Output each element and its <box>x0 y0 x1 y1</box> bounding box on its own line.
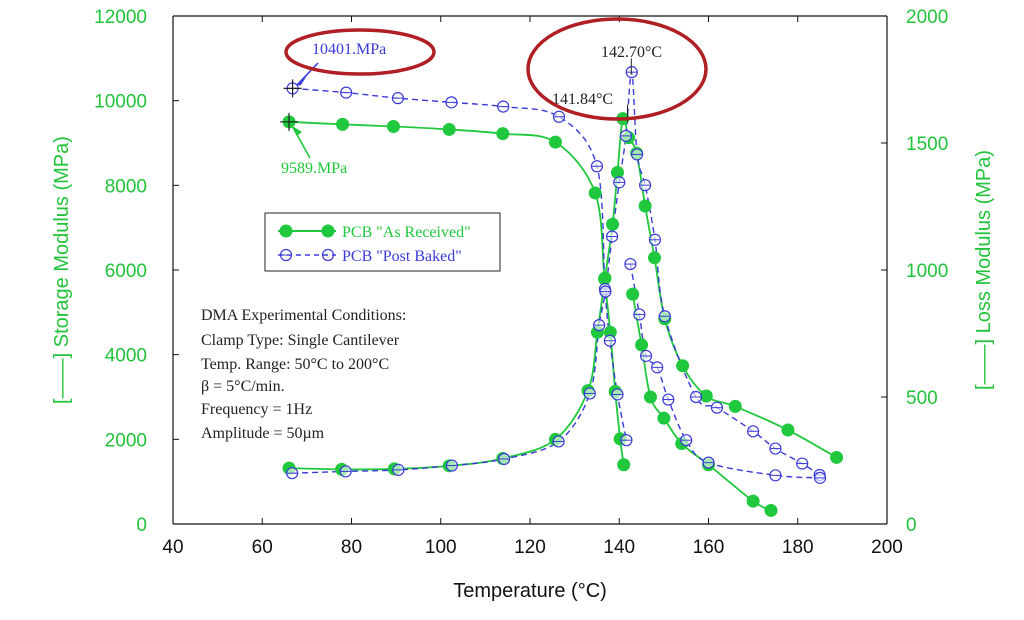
highlight-ellipse-onset <box>284 28 436 76</box>
x-tick-label-80: 80 <box>341 537 362 558</box>
conditions-line-2: Clamp Type: Single Cantilever <box>201 332 400 349</box>
marker-s1-10 <box>610 165 624 179</box>
label-onset-post-baked: 10401.MPa <box>312 41 386 58</box>
marker-s0-3 <box>442 122 456 136</box>
conditions-block: DMA Experimental Conditions: Clamp Type:… <box>201 307 406 442</box>
conditions-line-4: β = 5°C/min. <box>201 378 285 395</box>
conditions-line-5: Frequency = 1Hz <box>201 401 312 418</box>
x-tick-label-100: 100 <box>425 537 457 558</box>
series-line-1 <box>289 116 838 471</box>
marker-s0-4 <box>496 127 510 141</box>
marker-s2-7 <box>764 503 778 517</box>
legend-marker-post-baked <box>279 248 293 262</box>
y-right-tick-label-1000: 1000 <box>906 261 948 282</box>
marker-s2-6 <box>746 494 760 508</box>
x-tick-label-120: 120 <box>514 537 546 558</box>
conditions-line-3: Temp. Range: 50°C to 200°C <box>201 356 389 373</box>
y-right-axis-title: [——] Loss Modulus (MPa) <box>973 150 995 390</box>
marker-s1-15 <box>648 251 662 265</box>
marker-s2-1 <box>635 338 649 352</box>
y-left-tick-label-2000: 2000 <box>105 430 147 451</box>
y-left-tick-label-0: 0 <box>136 515 147 536</box>
legend-box <box>264 212 501 272</box>
annotations: 10401.MPa 9589.MPa 142.70°C 141.84°C <box>280 17 708 177</box>
marker-s0-1 <box>336 117 350 131</box>
x-tick-label-180: 180 <box>782 537 814 558</box>
highlight-ellipse-peak <box>526 17 708 121</box>
y-right-tick-label-500: 500 <box>906 388 938 409</box>
plot-frame: 40 60 80 100 120 140 160 180 2000200040006000800… <box>94 7 948 558</box>
x-axis-title: Temperature (°C) <box>453 580 607 602</box>
y-left-tick-label-10000: 10000 <box>94 92 147 113</box>
marker-s0-11 <box>617 458 631 472</box>
legend-label-as-received: PCB "As Received" <box>342 224 471 241</box>
y-left-tick-label-6000: 6000 <box>105 261 147 282</box>
marker-s1-17 <box>676 359 690 373</box>
marker-s1-18 <box>699 389 713 403</box>
label-onset-as-received: 9589.MPa <box>281 160 347 177</box>
conditions-line-1: DMA Experimental Conditions: <box>201 307 406 324</box>
marker-s1-20 <box>781 423 795 437</box>
y-right-tick-label-2000: 2000 <box>906 7 948 28</box>
legend-label-post-baked: PCB "Post Baked" <box>342 248 462 265</box>
x-tick-label-140: 140 <box>603 537 635 558</box>
x-tick-label-160: 160 <box>693 537 725 558</box>
marker-s0-2 <box>386 119 400 133</box>
legend-marker-as-received-2 <box>321 224 335 238</box>
label-peak-post-baked: 142.70°C <box>601 44 662 61</box>
series-line-4 <box>292 71 821 476</box>
marker-s1-14 <box>638 199 652 213</box>
legend-marker-as-received <box>279 224 293 238</box>
legend-marker-post-baked-2 <box>321 248 335 262</box>
conditions-line-6: Amplitude = 50µm <box>201 425 325 442</box>
y-left-axis-title: [——] Storage Modulus (MPa) <box>51 136 73 404</box>
x-tick-label-60: 60 <box>252 537 273 558</box>
marker-s2-2 <box>643 390 657 404</box>
marker-s1-8 <box>598 271 612 285</box>
marker-s1-21 <box>830 450 844 464</box>
arrowhead-as-received <box>292 125 303 136</box>
marker-s0-5 <box>548 135 562 149</box>
y-left-tick-label-12000: 12000 <box>94 7 147 28</box>
marker-s2-0 <box>626 287 640 301</box>
marker-s0-6 <box>588 186 602 200</box>
label-peak-as-received: 141.84°C <box>552 91 613 108</box>
y-right-tick-label-1500: 1500 <box>906 134 948 155</box>
marker-s1-19 <box>728 399 742 413</box>
marker-s1-9 <box>606 217 620 231</box>
marker-s2-3 <box>657 411 671 425</box>
y-left-tick-label-8000: 8000 <box>105 176 147 197</box>
arrow-post-baked <box>296 62 319 86</box>
y-right-tick-label-0: 0 <box>906 515 917 536</box>
x-tick-label-200: 200 <box>871 537 903 558</box>
x-tick-label-40: 40 <box>162 537 183 558</box>
y-left-tick-label-4000: 4000 <box>105 346 147 367</box>
series-markers <box>282 66 844 517</box>
arrowhead-post-baked <box>296 76 307 86</box>
